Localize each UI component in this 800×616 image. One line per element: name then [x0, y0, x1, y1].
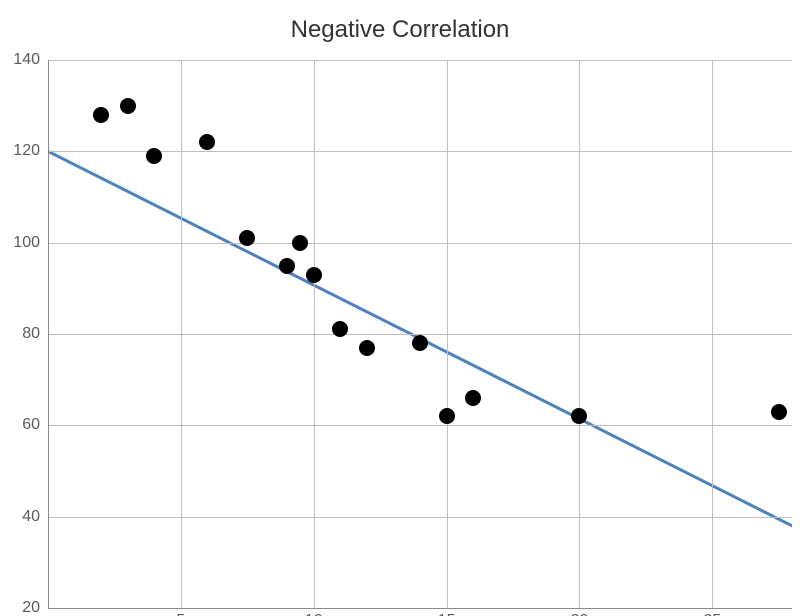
data-point [771, 404, 787, 420]
x-tick-label: 20 [571, 608, 589, 616]
scatter-chart: Negative Correlation 2040608010012014051… [0, 0, 800, 616]
y-tick-label: 20 [22, 599, 48, 616]
data-point [239, 230, 255, 246]
data-point [332, 321, 348, 337]
data-point [120, 98, 136, 114]
gridline-x [181, 60, 182, 608]
gridline-x [579, 60, 580, 608]
chart-title: Negative Correlation [0, 16, 800, 44]
data-point [439, 408, 455, 424]
y-tick-label: 140 [13, 51, 48, 69]
x-tick-label: 10 [305, 608, 323, 616]
data-point [359, 340, 375, 356]
gridline-y [48, 243, 792, 244]
data-point [279, 258, 295, 274]
x-tick-label: 5 [176, 608, 185, 616]
data-point [199, 134, 215, 150]
gridline-y [48, 60, 792, 61]
data-point [93, 107, 109, 123]
gridline-x [314, 60, 315, 608]
x-tick-label: 15 [438, 608, 456, 616]
data-point [306, 267, 322, 283]
data-point [292, 235, 308, 251]
y-axis-line [48, 60, 49, 608]
y-tick-label: 40 [22, 508, 48, 526]
gridline-y [48, 517, 792, 518]
y-tick-label: 60 [22, 416, 48, 434]
x-axis-line [48, 608, 792, 609]
data-point [146, 148, 162, 164]
plot-area: 20406080100120140510152025 [48, 60, 792, 608]
data-point [465, 390, 481, 406]
gridline-y [48, 425, 792, 426]
y-tick-label: 100 [13, 234, 48, 252]
data-point [571, 408, 587, 424]
gridline-x [447, 60, 448, 608]
y-tick-label: 80 [22, 325, 48, 343]
gridline-x [712, 60, 713, 608]
x-tick-label: 25 [703, 608, 721, 616]
y-tick-label: 120 [13, 142, 48, 160]
data-point [412, 335, 428, 351]
